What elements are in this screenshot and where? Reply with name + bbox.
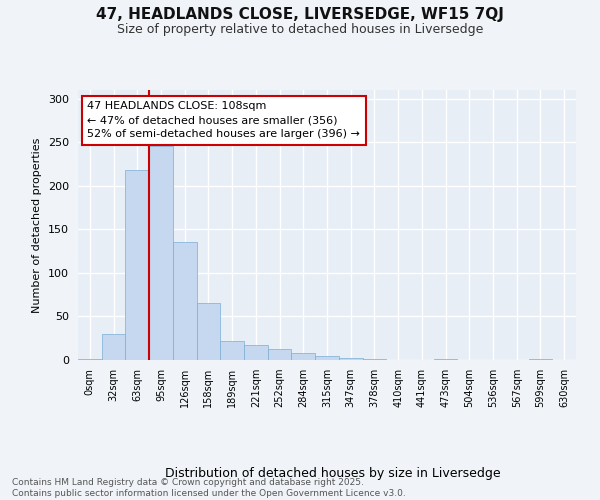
Text: 47 HEADLANDS CLOSE: 108sqm
← 47% of detached houses are smaller (356)
52% of sem: 47 HEADLANDS CLOSE: 108sqm ← 47% of deta… [88,102,361,140]
Bar [268,348,292,360]
Bar [149,146,173,360]
Bar [102,334,125,360]
Bar [434,359,457,360]
Bar [197,304,220,360]
Bar [244,345,268,360]
Bar [529,359,552,360]
Bar [220,341,244,360]
Text: Size of property relative to detached houses in Liversedge: Size of property relative to detached ho… [117,22,483,36]
Text: 47, HEADLANDS CLOSE, LIVERSEDGE, WF15 7QJ: 47, HEADLANDS CLOSE, LIVERSEDGE, WF15 7Q… [96,8,504,22]
Bar [339,358,362,360]
Bar [362,359,386,360]
Bar [292,353,315,360]
Bar [78,359,102,360]
Text: Contains HM Land Registry data © Crown copyright and database right 2025.
Contai: Contains HM Land Registry data © Crown c… [12,478,406,498]
Bar [173,242,197,360]
Y-axis label: Number of detached properties: Number of detached properties [32,138,42,312]
Bar [125,170,149,360]
Text: Distribution of detached houses by size in Liversedge: Distribution of detached houses by size … [165,467,501,480]
Bar [315,356,339,360]
